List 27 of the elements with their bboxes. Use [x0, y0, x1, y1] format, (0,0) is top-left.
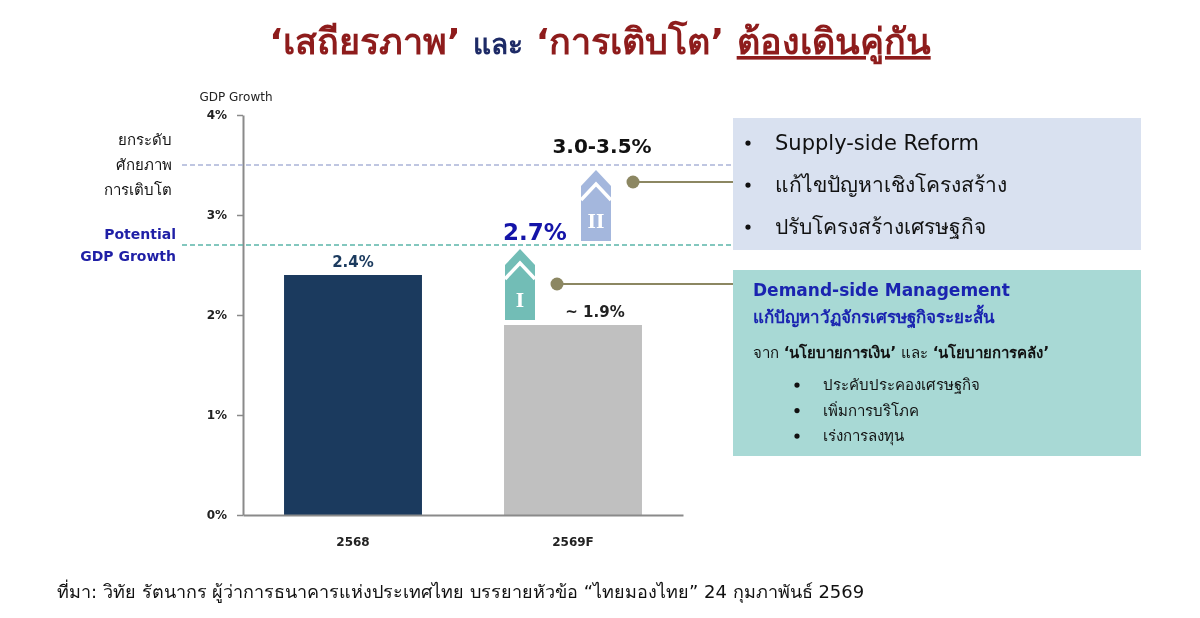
- y-tick-label: 3%: [206, 208, 227, 223]
- text: Demand-side Management: [753, 280, 1010, 300]
- text: Supply-side Reform: [775, 131, 980, 155]
- text: แก้ปัญหาวัฏจักรเศรษฐกิจระยะสั้น: [753, 304, 995, 329]
- annotation: 2.7%: [503, 219, 567, 245]
- text: เร่งการลงทุน: [823, 427, 904, 446]
- text: จาก ‘นโยบายการเงิน’ และ ‘นโยบายการคลัง’: [753, 343, 1050, 362]
- annotation: II: [587, 210, 605, 232]
- x-tick-label: 2568: [336, 534, 370, 549]
- text: ที่มา: วิทัย รัตนากร ผู้ว่าการธนาคารแห่งประเทศไทย บรรยายหัวข้อ “ไทยมองไทย” 24 กุมภาพันธ์ 2569: [57, 579, 865, 603]
- data-label: ~ 1.9%: [565, 303, 625, 321]
- y-axis-title: GDP Growth: [199, 90, 273, 104]
- y-tick-label: 2%: [206, 308, 227, 323]
- text: เพิ่มการบริโภค: [823, 399, 919, 420]
- chart-title: ‘เสถียรภาพ’ และ ‘การเติบโต’ ต้องเดินคู่กัน: [269, 20, 931, 65]
- y-tick-label: 0%: [206, 508, 227, 523]
- y-tick-label: 4%: [206, 108, 227, 123]
- annotation: 3.0-3.5%: [552, 134, 652, 158]
- annotation: I: [515, 289, 525, 311]
- text: ประคับประคองเศรษฐกิจ: [823, 376, 980, 394]
- y-tick-label: 1%: [206, 408, 227, 423]
- data-label: 2.4%: [332, 253, 374, 271]
- text: แก้ไขปัญหาเชิงโครงสร้าง: [775, 173, 1007, 197]
- x-tick-label: 2569F: [552, 534, 594, 549]
- ref-line-label: ยกระดับ ศักยภาพ การเติบโต: [104, 131, 172, 200]
- text: ปรับโครงสร้างเศรษฐกิจ: [775, 215, 986, 239]
- ref-line-label: Potential GDP Growth: [80, 225, 176, 264]
